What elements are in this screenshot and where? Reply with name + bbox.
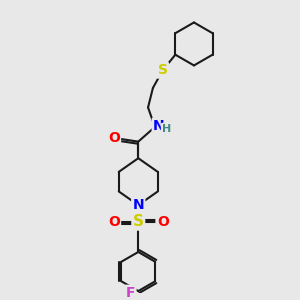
Text: F: F: [126, 286, 135, 300]
Text: N: N: [153, 119, 165, 133]
Text: H: H: [162, 124, 171, 134]
Text: O: O: [108, 215, 120, 229]
Text: N: N: [133, 198, 144, 212]
Text: O: O: [108, 131, 120, 145]
Text: S: S: [158, 63, 168, 77]
Text: S: S: [133, 214, 144, 229]
Text: O: O: [157, 215, 169, 229]
